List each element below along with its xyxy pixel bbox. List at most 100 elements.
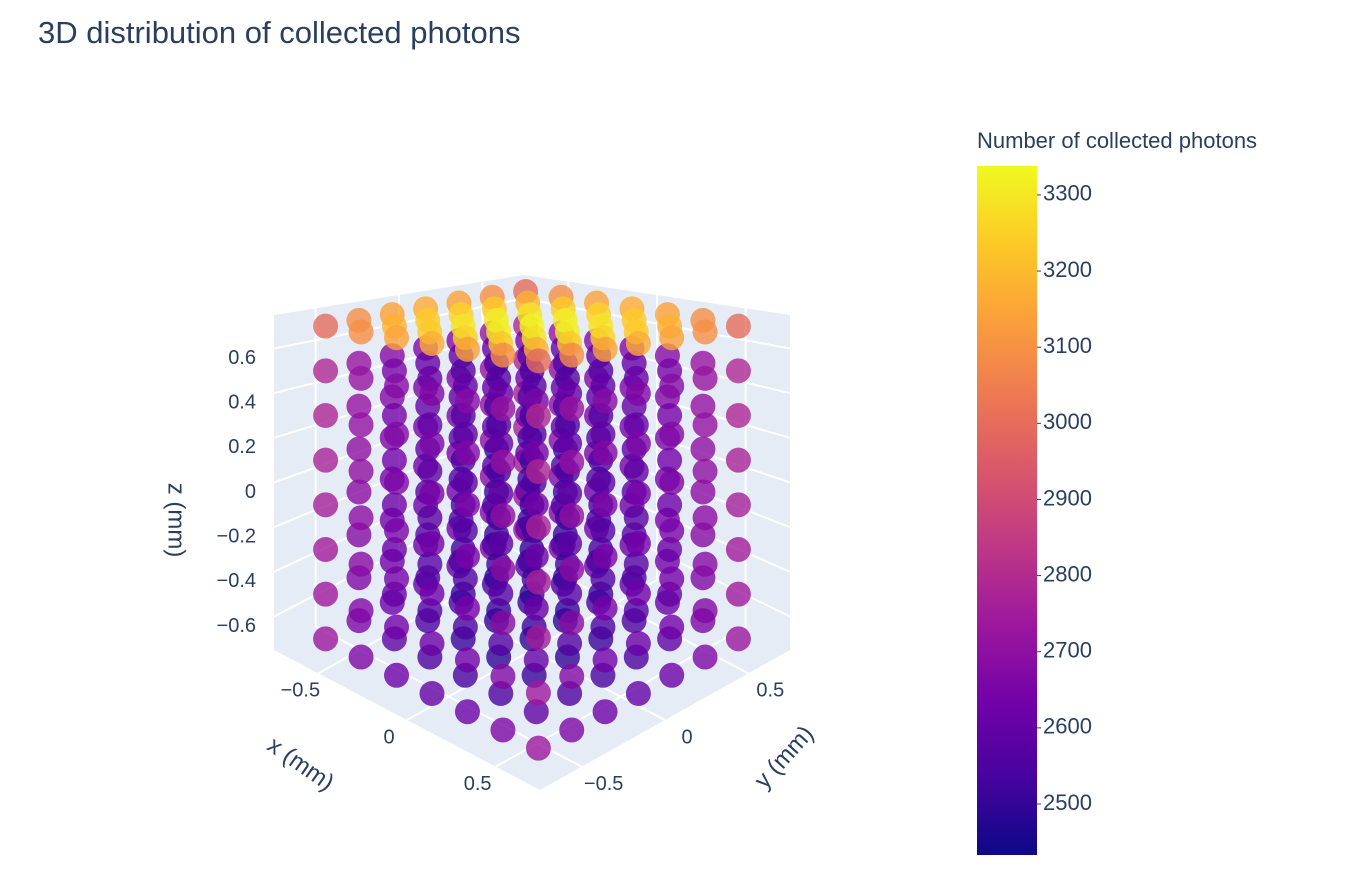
colorbar-tick-label: 3100 bbox=[1043, 333, 1092, 358]
point bbox=[490, 610, 516, 636]
point bbox=[490, 342, 516, 368]
point bbox=[592, 595, 618, 621]
point bbox=[523, 699, 549, 725]
point bbox=[384, 421, 410, 447]
point bbox=[657, 537, 683, 562]
point bbox=[348, 598, 374, 624]
point bbox=[725, 447, 751, 473]
point bbox=[725, 537, 751, 562]
point bbox=[559, 449, 585, 475]
point bbox=[525, 569, 551, 595]
colorbar-tick-label: 3300 bbox=[1043, 181, 1092, 206]
point bbox=[346, 436, 372, 462]
point bbox=[313, 537, 339, 562]
point bbox=[419, 331, 445, 356]
y-axis-title: y (mm) bbox=[749, 720, 819, 794]
point bbox=[623, 505, 649, 531]
x-tick-label: 0.5 bbox=[464, 773, 492, 795]
point bbox=[625, 681, 651, 706]
point bbox=[559, 663, 585, 689]
point bbox=[454, 336, 480, 362]
colorbar-tick-label: 2700 bbox=[1043, 638, 1092, 663]
point bbox=[623, 458, 649, 484]
z-tick-label: −0.2 bbox=[217, 525, 256, 547]
point bbox=[525, 514, 551, 540]
point bbox=[625, 481, 651, 506]
point bbox=[454, 595, 480, 621]
point bbox=[488, 631, 514, 656]
point bbox=[659, 566, 685, 592]
point bbox=[692, 365, 718, 391]
point bbox=[559, 503, 585, 529]
point bbox=[419, 581, 445, 606]
colorbar-tick-label: 2800 bbox=[1043, 561, 1092, 586]
point bbox=[488, 531, 514, 556]
z-tick-label: 0.6 bbox=[228, 347, 256, 369]
point bbox=[452, 421, 478, 447]
point bbox=[490, 556, 516, 582]
point bbox=[417, 458, 443, 484]
point bbox=[419, 481, 445, 506]
point bbox=[490, 503, 516, 529]
point bbox=[659, 373, 685, 399]
z-tick-label: −0.6 bbox=[217, 615, 256, 637]
point bbox=[525, 459, 551, 484]
point bbox=[348, 458, 374, 484]
point bbox=[384, 469, 410, 495]
point bbox=[488, 581, 514, 606]
point bbox=[592, 543, 618, 569]
point bbox=[659, 662, 685, 688]
point bbox=[452, 614, 478, 640]
point bbox=[525, 625, 551, 650]
point bbox=[523, 492, 549, 518]
point bbox=[725, 403, 751, 428]
x-tick-label: −0.5 bbox=[281, 680, 320, 702]
point bbox=[454, 699, 480, 725]
point bbox=[690, 479, 716, 505]
point bbox=[523, 595, 549, 621]
point bbox=[384, 325, 410, 351]
z-tick-label: −0.4 bbox=[217, 570, 256, 592]
point bbox=[488, 431, 514, 456]
point bbox=[692, 458, 718, 484]
point bbox=[625, 581, 651, 606]
point bbox=[625, 631, 651, 656]
x-tick-label: 0 bbox=[383, 726, 394, 748]
point bbox=[313, 626, 339, 652]
point bbox=[623, 412, 649, 438]
colorbar-tick-label: 2500 bbox=[1043, 790, 1092, 815]
point bbox=[692, 551, 718, 577]
point bbox=[419, 381, 445, 406]
point bbox=[454, 647, 480, 673]
point bbox=[384, 614, 410, 640]
point bbox=[692, 412, 718, 438]
point bbox=[454, 492, 480, 518]
y-tick-label: 0.5 bbox=[756, 680, 784, 702]
point bbox=[725, 626, 751, 652]
point bbox=[559, 342, 585, 368]
point bbox=[419, 681, 445, 706]
point bbox=[690, 436, 716, 462]
y-tick-label: 0 bbox=[681, 726, 692, 748]
point bbox=[692, 598, 718, 624]
point bbox=[525, 680, 551, 706]
point bbox=[692, 505, 718, 531]
point bbox=[384, 518, 410, 544]
point bbox=[659, 421, 685, 447]
point bbox=[623, 551, 649, 577]
point bbox=[381, 447, 407, 473]
colorbar-title: Number of collected photons bbox=[977, 128, 1257, 153]
x-axis-title: x (mm) bbox=[262, 732, 339, 797]
point bbox=[559, 610, 585, 636]
point bbox=[525, 735, 551, 761]
point bbox=[559, 556, 585, 582]
chart-title: 3D distribution of collected photons bbox=[38, 15, 521, 50]
point bbox=[419, 631, 445, 656]
colorbar-tick-label: 3200 bbox=[1043, 257, 1092, 282]
z-tick-label: 0.4 bbox=[228, 391, 256, 413]
point bbox=[592, 388, 618, 414]
point bbox=[348, 644, 374, 670]
point bbox=[657, 447, 683, 473]
point bbox=[454, 388, 480, 414]
